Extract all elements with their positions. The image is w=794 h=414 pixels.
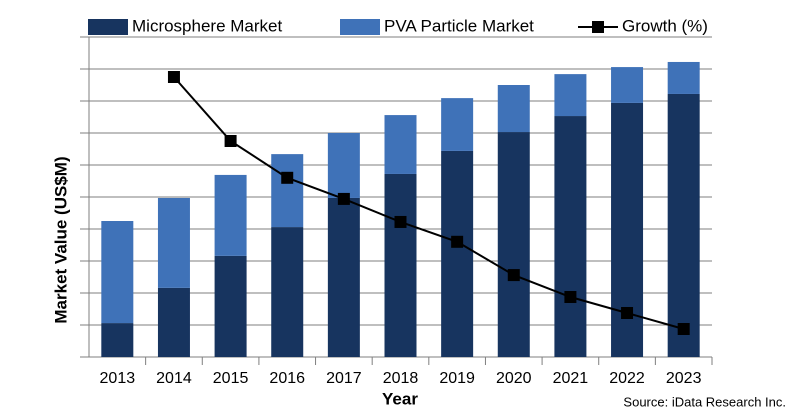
growth-line (173, 76, 684, 330)
legend-marker (592, 21, 604, 33)
x-tick-label: 2014 (156, 370, 192, 387)
x-tick-label: 2019 (439, 370, 475, 387)
bar-segment (327, 133, 360, 198)
x-tick-label: 2021 (553, 370, 589, 387)
bar-segment (327, 197, 360, 357)
bar-segment (441, 98, 474, 151)
bar-segment (497, 85, 530, 133)
bar-segment (667, 93, 700, 358)
legend-swatch (340, 19, 380, 35)
growth-marker (564, 291, 577, 303)
bar-segment (497, 132, 530, 357)
x-tick-label: 2017 (326, 370, 362, 387)
growth-marker (281, 171, 294, 184)
growth-marker (621, 307, 634, 319)
growth-marker (224, 135, 237, 147)
bar-segment (214, 255, 247, 357)
bar-segment (611, 67, 644, 103)
bar-segment (554, 116, 587, 357)
growth-marker (677, 323, 690, 335)
source-note: Source: iData Research Inc. (623, 394, 786, 409)
bar-segment (554, 74, 587, 117)
x-tick-label: 2015 (213, 370, 249, 387)
x-tick-label: 2022 (609, 370, 645, 387)
growth-marker (167, 71, 180, 83)
growth-marker (507, 269, 520, 282)
x-tick-label: 2020 (496, 370, 532, 387)
bar-segment (157, 287, 190, 357)
bar-segment (441, 150, 474, 357)
growth-marker (394, 215, 407, 228)
bar-segment (214, 174, 247, 256)
x-tick-label: 2023 (666, 370, 702, 387)
growth-marker (337, 192, 350, 205)
x-tick-label: 2016 (269, 370, 305, 387)
y-axis-label: Market Value (US$M) (51, 156, 70, 323)
bar-segment (384, 173, 417, 357)
legend-label: Growth (%) (622, 16, 708, 35)
legend-label: PVA Particle Market (384, 16, 534, 35)
bar-segment (101, 221, 134, 324)
bar-segment (384, 115, 417, 174)
growth-marker (451, 235, 464, 248)
x-axis-label: Year (382, 389, 418, 408)
bar-segment (271, 227, 304, 357)
x-tick-label: 2013 (100, 370, 136, 387)
x-tick-label: 2018 (383, 370, 419, 387)
legend-swatch (88, 19, 128, 35)
bar-segment (271, 154, 304, 228)
bar-segment (101, 323, 134, 357)
legend-label: Microsphere Market (132, 16, 282, 35)
bar-segment (667, 61, 700, 94)
bar-segment (157, 197, 190, 288)
